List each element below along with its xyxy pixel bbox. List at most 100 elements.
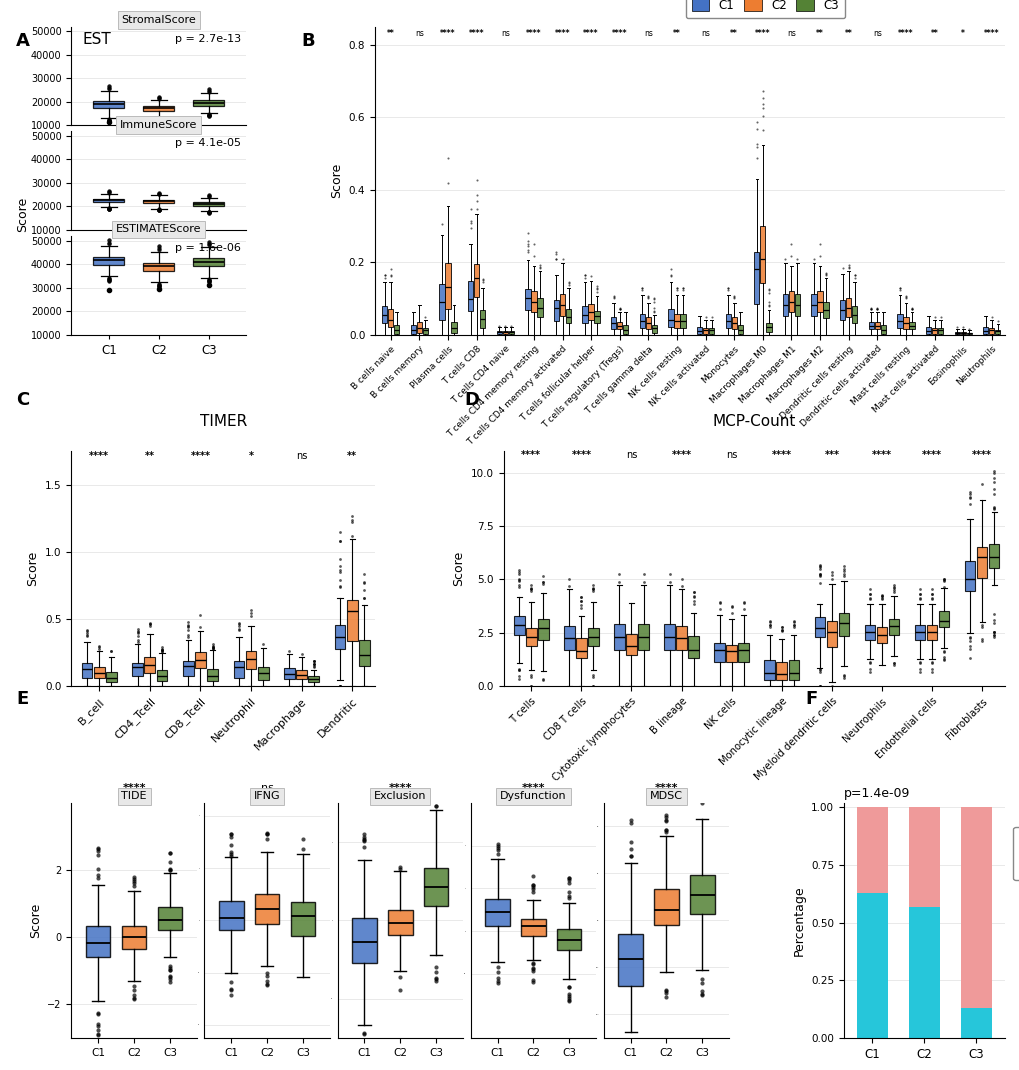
Legend: C1, C2, C3: C1, C2, C3: [685, 0, 844, 18]
PathPatch shape: [775, 662, 787, 681]
PathPatch shape: [845, 299, 851, 318]
PathPatch shape: [788, 660, 798, 681]
PathPatch shape: [838, 613, 849, 636]
Y-axis label: Percentage: Percentage: [792, 885, 805, 956]
PathPatch shape: [94, 667, 105, 678]
PathPatch shape: [618, 934, 642, 987]
Text: EST: EST: [83, 32, 111, 47]
PathPatch shape: [753, 253, 759, 305]
Text: ****: ****: [898, 29, 913, 37]
PathPatch shape: [157, 670, 167, 682]
PathPatch shape: [194, 202, 224, 205]
Text: ns: ns: [700, 29, 709, 37]
PathPatch shape: [638, 624, 648, 651]
PathPatch shape: [613, 624, 625, 651]
Text: ns: ns: [643, 29, 652, 37]
PathPatch shape: [296, 670, 307, 679]
Text: ****: ****: [469, 29, 484, 37]
Text: **: **: [929, 29, 937, 37]
Text: ****: ****: [571, 449, 591, 460]
PathPatch shape: [702, 328, 707, 334]
PathPatch shape: [258, 667, 268, 679]
PathPatch shape: [925, 326, 930, 334]
PathPatch shape: [566, 308, 571, 323]
Text: ****: ****: [654, 783, 678, 794]
PathPatch shape: [610, 317, 615, 328]
PathPatch shape: [474, 263, 479, 297]
Bar: [908, 808, 938, 906]
PathPatch shape: [94, 199, 124, 202]
Text: ****: ****: [554, 29, 570, 37]
Title: TIDE: TIDE: [121, 792, 147, 801]
PathPatch shape: [246, 652, 256, 669]
PathPatch shape: [439, 285, 444, 320]
Text: ***: ***: [823, 449, 839, 460]
PathPatch shape: [782, 294, 788, 317]
PathPatch shape: [219, 901, 244, 930]
PathPatch shape: [653, 889, 678, 926]
Text: E: E: [16, 690, 29, 708]
Text: ****: ****: [971, 449, 991, 460]
PathPatch shape: [966, 333, 971, 334]
Text: p = 1.6e-06: p = 1.6e-06: [175, 243, 240, 253]
PathPatch shape: [888, 618, 899, 635]
PathPatch shape: [144, 263, 174, 271]
PathPatch shape: [875, 627, 887, 643]
Title: MCP-Count: MCP-Count: [712, 414, 795, 429]
Text: ns: ns: [500, 29, 510, 37]
PathPatch shape: [816, 291, 822, 311]
PathPatch shape: [926, 625, 936, 640]
PathPatch shape: [158, 907, 182, 931]
Title: IFNG: IFNG: [254, 792, 280, 801]
PathPatch shape: [713, 643, 725, 662]
Text: **: **: [386, 29, 394, 37]
PathPatch shape: [639, 314, 644, 328]
Text: ****: ****: [921, 449, 942, 460]
PathPatch shape: [588, 304, 593, 320]
PathPatch shape: [667, 309, 673, 327]
Text: D: D: [464, 391, 479, 409]
Bar: [908, 906, 938, 1038]
PathPatch shape: [122, 926, 147, 949]
PathPatch shape: [594, 311, 599, 323]
PathPatch shape: [182, 660, 194, 676]
PathPatch shape: [424, 868, 448, 906]
Text: ****: ****: [388, 783, 412, 794]
PathPatch shape: [480, 310, 485, 327]
PathPatch shape: [995, 330, 1000, 334]
PathPatch shape: [794, 294, 799, 317]
PathPatch shape: [556, 929, 581, 950]
PathPatch shape: [346, 599, 358, 641]
Text: ****: ****: [122, 783, 146, 794]
Text: **: **: [673, 29, 681, 37]
PathPatch shape: [284, 669, 294, 679]
Text: F: F: [805, 690, 817, 708]
PathPatch shape: [94, 101, 124, 108]
PathPatch shape: [537, 620, 548, 640]
Text: ****: ****: [611, 29, 627, 37]
PathPatch shape: [674, 314, 679, 328]
PathPatch shape: [508, 332, 514, 334]
Bar: [856, 808, 888, 892]
PathPatch shape: [106, 672, 116, 682]
PathPatch shape: [233, 661, 244, 677]
PathPatch shape: [914, 625, 924, 640]
PathPatch shape: [525, 289, 530, 310]
PathPatch shape: [937, 611, 949, 627]
Text: ****: ****: [440, 29, 455, 37]
PathPatch shape: [663, 624, 675, 651]
PathPatch shape: [559, 294, 565, 317]
Text: ****: ****: [583, 29, 598, 37]
Text: ****: ****: [191, 450, 210, 460]
Text: ****: ****: [89, 450, 109, 460]
PathPatch shape: [868, 322, 873, 330]
Bar: [960, 1008, 990, 1038]
Bar: [856, 892, 888, 1038]
PathPatch shape: [496, 332, 501, 334]
PathPatch shape: [308, 676, 319, 682]
PathPatch shape: [94, 257, 124, 265]
PathPatch shape: [840, 301, 845, 320]
Text: *: *: [249, 450, 254, 460]
Text: ns: ns: [626, 449, 637, 460]
Title: ImmuneScore: ImmuneScore: [120, 120, 198, 129]
